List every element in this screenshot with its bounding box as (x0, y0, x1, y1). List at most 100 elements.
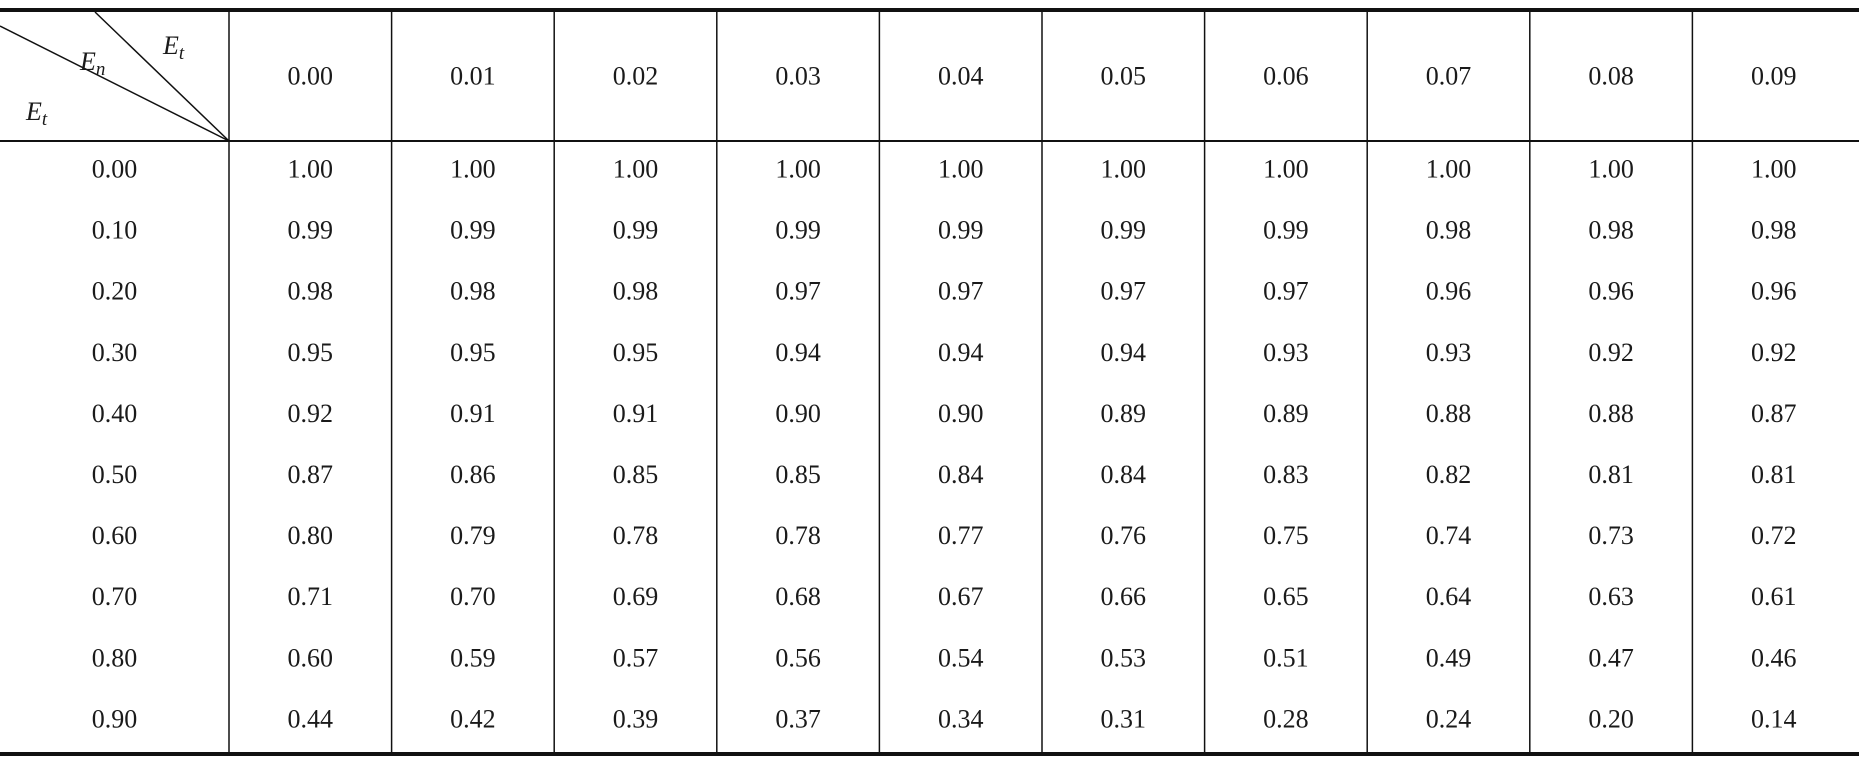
corner-label: Et (162, 31, 185, 64)
row-header: 0.30 (92, 338, 138, 367)
cell: 0.65 (1263, 582, 1309, 611)
row-header: 0.80 (92, 643, 138, 672)
cell: 1.00 (1588, 155, 1634, 184)
cell: 0.24 (1426, 704, 1472, 733)
cell: 0.90 (938, 399, 984, 428)
cell: 0.99 (775, 216, 821, 245)
column-header: 0.08 (1588, 61, 1634, 90)
cell: 0.59 (450, 643, 496, 672)
cell: 0.92 (1751, 338, 1797, 367)
subscript: n (96, 59, 106, 80)
cell: 0.57 (613, 643, 659, 672)
row-header: 0.20 (92, 277, 138, 306)
row-header: 0.00 (92, 155, 138, 184)
cell: 0.49 (1426, 643, 1472, 672)
cell: 0.14 (1751, 704, 1797, 733)
cell: 0.61 (1751, 582, 1797, 611)
cell: 0.92 (1588, 338, 1634, 367)
corner-label: En (79, 47, 105, 80)
cell: 0.31 (1101, 704, 1147, 733)
symbol: E (25, 97, 42, 126)
cell: 0.77 (938, 521, 984, 550)
cell: 0.67 (938, 582, 984, 611)
cell: 0.85 (613, 460, 659, 489)
cell: 0.70 (450, 582, 496, 611)
cell: 0.75 (1263, 521, 1309, 550)
cell: 0.81 (1751, 460, 1797, 489)
column-header: 0.05 (1101, 61, 1147, 90)
cell: 0.80 (288, 521, 334, 550)
cell: 0.64 (1426, 582, 1472, 611)
cell: 0.74 (1426, 521, 1472, 550)
cell: 0.53 (1101, 643, 1147, 672)
cell: 0.34 (938, 704, 984, 733)
cell: 0.54 (938, 643, 984, 672)
cell: 0.99 (613, 216, 659, 245)
cell: 0.94 (938, 338, 984, 367)
cell: 0.28 (1263, 704, 1309, 733)
cell: 0.37 (775, 704, 821, 733)
cell: 0.94 (775, 338, 821, 367)
symbol: E (162, 31, 179, 60)
cell: 0.98 (1588, 216, 1634, 245)
cell: 0.98 (1426, 216, 1472, 245)
column-header: 0.06 (1263, 61, 1309, 90)
cell: 0.95 (613, 338, 659, 367)
cell: 0.87 (288, 460, 334, 489)
cell: 0.99 (450, 216, 496, 245)
cell: 0.87 (1751, 399, 1797, 428)
cell: 0.44 (288, 704, 334, 733)
cell: 0.96 (1751, 277, 1797, 306)
row-header: 0.40 (92, 399, 138, 428)
cell: 0.91 (613, 399, 659, 428)
column-header: 0.02 (613, 61, 659, 90)
cell: 0.91 (450, 399, 496, 428)
cell: 0.78 (775, 521, 821, 550)
cell: 0.69 (613, 582, 659, 611)
cell: 0.46 (1751, 643, 1797, 672)
cell: 0.93 (1426, 338, 1472, 367)
cell: 0.82 (1426, 460, 1472, 489)
column-header: 0.07 (1426, 61, 1472, 90)
row-header: 0.50 (92, 460, 138, 489)
cell: 0.96 (1588, 277, 1634, 306)
cell: 0.71 (288, 582, 334, 611)
column-header: 0.03 (775, 61, 821, 90)
cell: 0.98 (450, 277, 496, 306)
cell: 0.79 (450, 521, 496, 550)
cell: 0.73 (1588, 521, 1634, 550)
cell: 0.88 (1588, 399, 1634, 428)
cell: 1.00 (1751, 155, 1797, 184)
cell: 1.00 (1101, 155, 1147, 184)
cell: 0.76 (1101, 521, 1147, 550)
row-header: 0.70 (92, 582, 138, 611)
cell: 0.86 (450, 460, 496, 489)
cell: 0.97 (775, 277, 821, 306)
cell: 0.99 (1101, 216, 1147, 245)
symbol: E (79, 47, 96, 76)
cell: 1.00 (1263, 155, 1309, 184)
cell: 0.63 (1588, 582, 1634, 611)
cell: 0.98 (288, 277, 334, 306)
cell: 0.99 (1263, 216, 1309, 245)
corner-diagonal (0, 25, 230, 142)
cell: 0.95 (450, 338, 496, 367)
cell: 0.92 (288, 399, 334, 428)
cell: 0.84 (938, 460, 984, 489)
cell: 0.72 (1751, 521, 1797, 550)
cell: 0.88 (1426, 399, 1472, 428)
cell: 1.00 (450, 155, 496, 184)
cell: 0.95 (288, 338, 334, 367)
row-header: 0.90 (92, 704, 138, 733)
cell: 0.97 (1263, 277, 1309, 306)
cell: 0.42 (450, 704, 496, 733)
column-header: 0.00 (288, 61, 334, 90)
column-header: 0.04 (938, 61, 984, 90)
column-header: 0.01 (450, 61, 496, 90)
cell: 0.47 (1588, 643, 1634, 672)
cell: 1.00 (1426, 155, 1472, 184)
cell: 0.84 (1101, 460, 1147, 489)
cell: 1.00 (288, 155, 334, 184)
cell: 0.78 (613, 521, 659, 550)
